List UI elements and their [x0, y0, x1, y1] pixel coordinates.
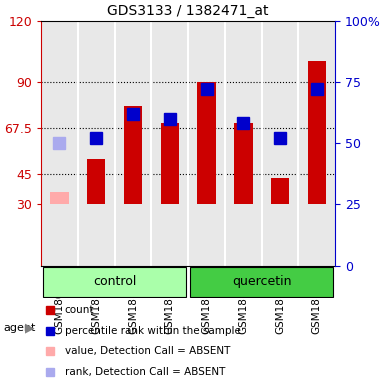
Bar: [50, 192, 69, 204]
Text: control: control: [93, 275, 136, 288]
Bar: [271, 178, 289, 204]
Text: quercetin: quercetin: [232, 275, 291, 288]
Bar: [308, 61, 326, 204]
Text: percentile rank within the sample: percentile rank within the sample: [65, 326, 241, 336]
Bar: [198, 82, 216, 204]
FancyBboxPatch shape: [43, 267, 186, 296]
Bar: [87, 159, 105, 204]
Bar: [124, 106, 142, 204]
FancyBboxPatch shape: [190, 267, 333, 296]
Text: value, Detection Call = ABSENT: value, Detection Call = ABSENT: [65, 346, 230, 356]
Text: ▶: ▶: [25, 322, 35, 335]
Bar: [161, 122, 179, 204]
Text: rank, Detection Call = ABSENT: rank, Detection Call = ABSENT: [65, 367, 225, 377]
Text: count: count: [65, 305, 94, 315]
Title: GDS3133 / 1382471_at: GDS3133 / 1382471_at: [107, 4, 269, 18]
Bar: [234, 122, 253, 204]
Text: agent: agent: [4, 323, 36, 333]
